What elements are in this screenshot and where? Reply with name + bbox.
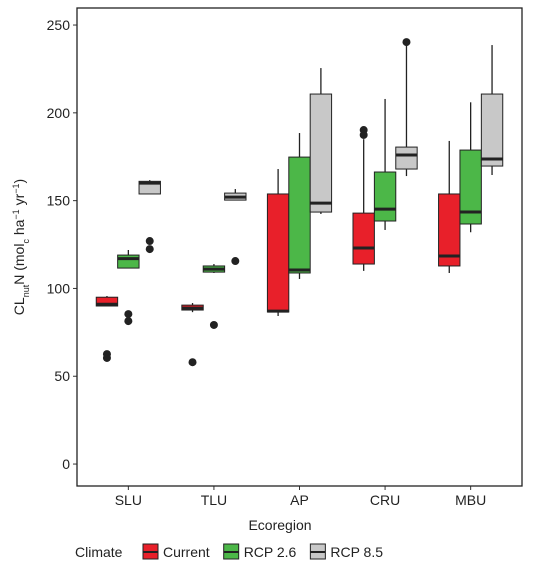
legend-title: Climate	[75, 544, 123, 560]
x-tick-label: AP	[290, 492, 309, 508]
y-tick-label: 150	[47, 193, 71, 209]
y-axis-title-part: CL	[11, 297, 27, 315]
y-tick-label: 200	[47, 105, 71, 121]
legend-label: RCP 8.5	[330, 544, 383, 560]
plot-border	[76, 7, 523, 487]
y-axis-title-part: c	[21, 239, 31, 244]
outlier	[402, 38, 411, 47]
y-axis-title-part: nut	[21, 284, 31, 297]
y-axis-title-part: −1	[11, 183, 21, 193]
outlier	[145, 245, 154, 254]
outlier	[209, 320, 218, 329]
outlier	[359, 130, 368, 139]
outlier	[124, 310, 133, 319]
y-axis-title: CLnutN (molc ha−1 yr−1)	[11, 179, 31, 315]
box	[288, 156, 311, 274]
box	[395, 146, 418, 170]
legend-label: RCP 2.6	[244, 544, 297, 560]
x-tick-label: CRU	[370, 492, 400, 508]
y-tick-label: 0	[62, 456, 70, 472]
outlier	[231, 257, 240, 266]
outlier	[145, 237, 154, 246]
x-axis-title: Ecoregion	[248, 517, 311, 533]
box	[117, 254, 140, 269]
y-tick-label: 250	[47, 17, 71, 33]
legend-label: Current	[163, 544, 210, 560]
outlier	[102, 353, 111, 362]
box	[352, 212, 375, 265]
y-axis-title-part: N (mol	[11, 244, 27, 285]
box	[266, 193, 290, 313]
x-tick-label: TLU	[201, 492, 227, 508]
box	[438, 193, 461, 267]
box	[95, 296, 119, 307]
x-tick-label: SLU	[115, 492, 142, 508]
y-tick-label: 100	[47, 280, 71, 296]
y-tick-label: 50	[54, 368, 70, 384]
box	[373, 171, 397, 222]
outlier	[124, 317, 133, 326]
y-axis-title-part: −1	[11, 209, 21, 219]
box	[480, 93, 504, 167]
outlier	[188, 358, 197, 367]
box	[309, 93, 333, 213]
y-axis-title-part: )	[11, 179, 27, 184]
x-tick-label: MBU	[455, 492, 486, 508]
box	[459, 149, 482, 225]
y-axis-title-part: ha	[11, 219, 27, 239]
y-axis-title-part: yr	[11, 193, 27, 209]
